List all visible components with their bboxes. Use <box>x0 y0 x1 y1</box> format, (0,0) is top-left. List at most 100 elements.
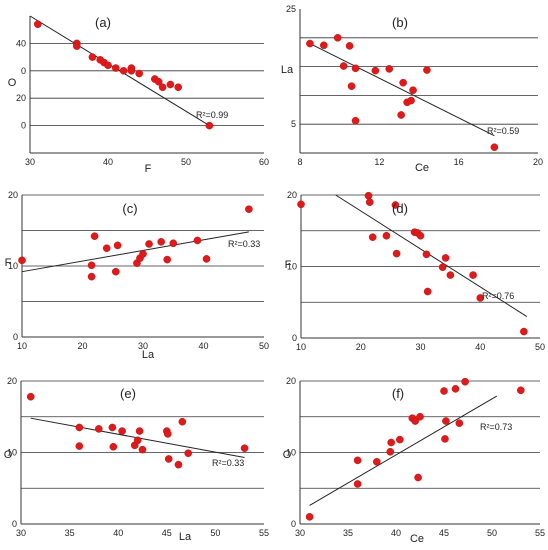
panel-e-x-tick-label: 45 <box>162 528 172 538</box>
panel-c-point <box>18 256 26 265</box>
panel-f-x-tick-label: 35 <box>343 528 353 538</box>
panel-c-point <box>157 238 165 246</box>
panel-c-point <box>202 255 211 263</box>
panel-e-point <box>240 444 249 453</box>
panel-b-y-tick-label: 5 <box>291 119 296 129</box>
panel-b-r2-annotation: R²=0.59 <box>487 126 519 136</box>
panel-f-x-tick-label: 50 <box>487 528 497 538</box>
panel-b-point <box>345 42 354 50</box>
panel-a-point <box>112 64 120 72</box>
panel-d-point <box>365 198 374 206</box>
panel-c-label: (c) <box>122 201 137 216</box>
panel-e-point <box>94 425 103 433</box>
panel-a-point <box>135 69 143 78</box>
panel-e-point <box>178 417 187 426</box>
panel-d-y-tick-label: 0 <box>292 333 297 343</box>
panel-a-x-axis-label: F <box>145 163 152 175</box>
panel-e-point <box>118 427 126 435</box>
panel-d-point <box>297 200 305 209</box>
panel-f-label: (f) <box>392 386 404 401</box>
panel-c-x-axis-label: La <box>142 349 155 361</box>
panel-e-x-tick-label: 35 <box>65 528 75 538</box>
panel-a-x-tick-label: 40 <box>103 157 113 167</box>
panel-f-y-tick-label: 0 <box>291 519 296 529</box>
panel-d-x-tick-label: 20 <box>356 342 366 352</box>
panel-e-point <box>164 455 173 463</box>
panel-f-point <box>455 419 464 427</box>
panel-e-point <box>163 430 172 438</box>
panel-d-trendline <box>335 194 528 317</box>
panel-e-x-tick-label: 55 <box>259 528 269 538</box>
panel-a-x-tick-label: 50 <box>181 157 191 167</box>
panel-e-x-tick-label: 40 <box>113 528 123 538</box>
panel-a-x-tick-label: 30 <box>25 157 35 167</box>
panel-b-x-tick-label: 12 <box>374 157 384 167</box>
panel-e-y-tick-label: 10 <box>7 448 17 458</box>
panel-f-point <box>414 473 422 482</box>
panel-c-point <box>145 240 153 248</box>
panel-b-point <box>306 39 314 48</box>
panel-e-point <box>109 442 118 451</box>
panel-a-point <box>34 20 42 29</box>
panel-f-y-tick-label: 10 <box>286 448 296 458</box>
panel-f-x-tick-label: 30 <box>295 528 305 538</box>
panel-b-point <box>319 41 328 50</box>
panel-f-point <box>396 435 404 444</box>
panel-a-y-tick-label: 40 <box>16 38 26 48</box>
panel-a-point <box>88 53 97 61</box>
panel-c-point <box>163 255 171 264</box>
panel-e-point <box>75 442 84 450</box>
panel-c-x-tick-label: 50 <box>259 341 269 351</box>
panel-f-x-tick-label: 45 <box>439 528 449 538</box>
panel-d-point <box>446 271 455 279</box>
panel-c-point <box>139 250 147 258</box>
panel-b-trendline <box>309 43 495 137</box>
panel-a-point <box>73 42 81 50</box>
panel-c-point <box>169 239 178 248</box>
panel-a: 30 40 50 60 0 20 0 40 (a) R²=0.99 F O <box>8 15 269 175</box>
panel-d-point <box>368 233 377 241</box>
panel-f-point <box>387 438 396 447</box>
panel-d-point <box>364 191 373 200</box>
panel-b-y-tick-label: 25 <box>286 4 296 14</box>
panel-d-point <box>469 271 477 279</box>
panel-a-trendline <box>29 15 210 127</box>
panel-f-point <box>517 386 525 395</box>
panel-a-point <box>205 121 214 130</box>
panel-b-point <box>351 64 360 73</box>
panel-e-point <box>138 445 147 454</box>
panel-b-point <box>397 111 405 119</box>
panel-b-point <box>347 82 356 90</box>
panel-d-y-tick-label: 20 <box>287 190 297 200</box>
panel-b-point <box>423 66 431 74</box>
panel-a-point <box>154 77 163 86</box>
panel-b-point <box>333 34 342 42</box>
panel-c-x-tick-label: 40 <box>198 341 208 351</box>
panel-f-point <box>441 435 449 443</box>
panel-b-point <box>490 143 499 152</box>
panel-f-point <box>411 417 420 425</box>
panel-b-point <box>339 62 348 70</box>
panel-d-point <box>416 231 425 240</box>
panel-b-point <box>409 86 417 95</box>
panel-d-x-tick-label: 30 <box>415 342 425 352</box>
panel-f-x-axis-label: Ce <box>410 533 424 545</box>
panel-c-point <box>245 205 253 213</box>
panel-b-x-tick-label: 8 <box>297 157 302 167</box>
panel-b-point <box>385 65 394 73</box>
panel-a-point <box>119 67 128 75</box>
panel-c-x-tick-label: 20 <box>77 341 87 351</box>
panel-c-point <box>102 244 111 253</box>
panel-f-y-axis-label: O <box>283 449 292 461</box>
panel-a-y-tick-label: 20 <box>16 93 26 103</box>
panel-d-x-tick-label: 50 <box>535 342 545 352</box>
panel-c-y-axis-label: F <box>5 257 12 269</box>
panel-c-point <box>90 232 99 240</box>
panel-f: 30 35 40 45 50 55 0 10 20 (f) R²=0.73 Ce O <box>283 376 545 545</box>
panel-b-x-tick-label: 20 <box>533 157 543 167</box>
panel-d-y-tick-label: 10 <box>287 262 297 272</box>
panel-b-x-tick-label: 16 <box>454 157 464 167</box>
panel-c-r2-annotation: R²=0.33 <box>228 239 260 249</box>
panel-c-x-tick-label: 30 <box>138 341 148 351</box>
panel-e-y-axis-label: O <box>4 449 13 461</box>
